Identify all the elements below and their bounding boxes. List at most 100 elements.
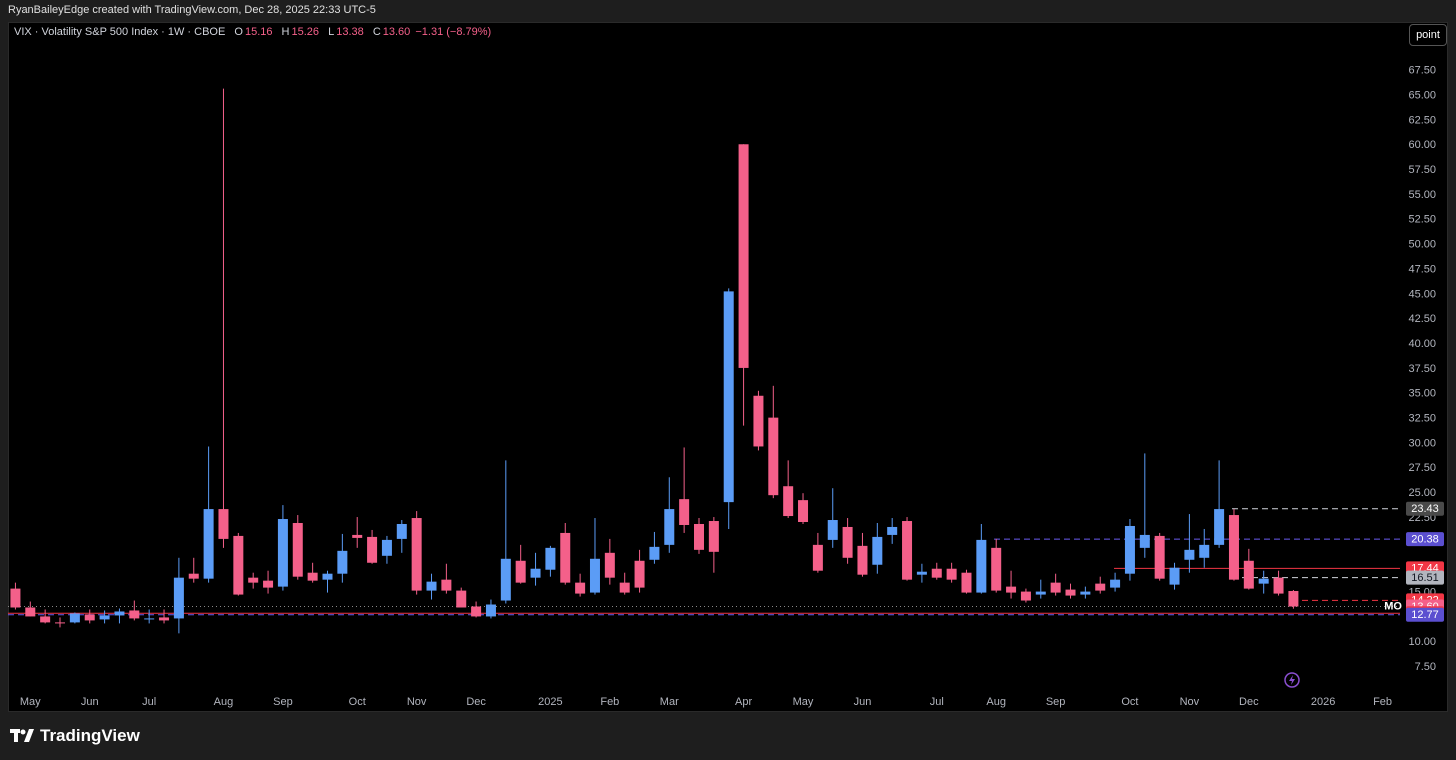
candle-body — [575, 582, 586, 594]
candle-body — [485, 604, 496, 617]
candle-body — [842, 526, 853, 558]
y-tick-label: 10.00 — [1408, 636, 1436, 648]
candle-body — [1184, 549, 1195, 560]
candle-body — [560, 532, 571, 583]
x-tick-label: 2025 — [538, 696, 562, 708]
candle-body — [248, 577, 259, 583]
candle-body — [99, 615, 110, 620]
ohlc-value: 13.60 — [382, 26, 411, 38]
alert-icon[interactable] — [1284, 672, 1300, 688]
y-tick-label: 40.00 — [1408, 338, 1436, 350]
candle-body — [1288, 590, 1299, 607]
y-tick-label: 60.00 — [1408, 139, 1436, 151]
candle-body — [768, 417, 779, 496]
x-tick-label: Mar — [660, 696, 679, 708]
candle-body — [515, 560, 526, 583]
price-label: 20.38 — [1411, 534, 1439, 546]
candle-body — [589, 558, 600, 593]
candle-body — [337, 550, 348, 574]
x-tick-label: Oct — [1121, 696, 1138, 708]
candle-body — [233, 535, 244, 595]
candle-body — [694, 523, 704, 550]
candle-body — [887, 526, 898, 535]
candle-body — [411, 518, 422, 591]
candle-body — [173, 577, 184, 619]
candle-body — [367, 536, 378, 563]
x-tick-label: May — [793, 696, 814, 708]
candle-body — [203, 509, 214, 579]
ohlc-value: 13.38 — [336, 26, 364, 38]
candle-body — [188, 573, 199, 579]
candle-body — [783, 486, 794, 517]
candle-body — [723, 291, 734, 503]
x-tick-label: May — [20, 696, 41, 708]
y-tick-label: 32.50 — [1408, 413, 1436, 425]
y-tick-label: 45.00 — [1408, 288, 1436, 300]
candle-body — [84, 614, 95, 621]
candle-body — [456, 590, 467, 608]
y-tick-label: 65.00 — [1408, 89, 1436, 101]
candle-body — [426, 581, 437, 591]
x-tick-label: Oct — [349, 696, 366, 708]
y-tick-label: 55.00 — [1408, 189, 1436, 201]
x-tick-label: Apr — [735, 696, 752, 708]
candle-body — [634, 560, 645, 588]
candle-body — [396, 523, 407, 539]
candle-body — [931, 568, 942, 578]
x-tick-label: Sep — [1046, 696, 1066, 708]
candle-body — [1273, 577, 1284, 594]
x-tick-label: Nov — [1180, 696, 1200, 708]
candle-body — [545, 547, 556, 570]
candle-body — [1214, 509, 1225, 545]
candle-body — [1139, 534, 1150, 548]
candle-body — [40, 616, 51, 623]
candle-body — [1243, 560, 1254, 589]
x-tick-label: Jun — [81, 696, 99, 708]
candle-body — [798, 500, 809, 523]
y-tick-label: 57.50 — [1408, 164, 1436, 176]
candle-body — [500, 558, 511, 601]
ohlc-label: O — [234, 26, 243, 38]
candle-body — [738, 144, 749, 368]
candle-body — [530, 568, 541, 578]
y-tick-label: 27.50 — [1408, 462, 1436, 474]
y-tick-label: 42.50 — [1408, 313, 1436, 325]
candle-body — [1050, 582, 1061, 593]
x-tick-label: Aug — [986, 696, 1006, 708]
point-button[interactable]: point — [1409, 24, 1447, 46]
candle-body — [857, 545, 868, 575]
ohlc-value: 15.16 — [244, 26, 273, 38]
x-tick-label: Dec — [466, 696, 486, 708]
price-label-box — [1406, 532, 1444, 547]
candle-body — [159, 617, 170, 621]
candle-body — [129, 610, 140, 619]
price-label-box — [1406, 607, 1444, 622]
ohlc-value: 15.26 — [291, 26, 320, 38]
x-tick-label: Jun — [854, 696, 872, 708]
candle-body — [441, 579, 452, 591]
candle-body — [753, 395, 764, 447]
candle-body — [604, 552, 615, 578]
candle-body — [946, 568, 957, 580]
x-tick-label: Jul — [930, 696, 944, 708]
candle-body — [1110, 579, 1121, 588]
price-label-box — [1406, 501, 1444, 516]
candle-body — [1095, 583, 1106, 591]
candle-body — [872, 536, 883, 565]
y-tick-label: 47.50 — [1408, 263, 1436, 275]
candle-body — [55, 622, 66, 624]
x-tick-label: Feb — [1373, 696, 1392, 708]
candle-body — [381, 539, 392, 556]
price-label: 12.77 — [1411, 609, 1439, 621]
candle-body — [1258, 578, 1269, 584]
candle-body — [679, 499, 690, 525]
candle-body — [1065, 589, 1076, 596]
candle-body — [292, 523, 303, 577]
candle-body — [976, 539, 987, 593]
candle-body — [218, 509, 229, 539]
y-tick-label: 30.00 — [1408, 437, 1436, 449]
footer: TradingView — [10, 726, 140, 746]
attribution: RyanBaileyEdge created with TradingView.… — [8, 4, 376, 16]
